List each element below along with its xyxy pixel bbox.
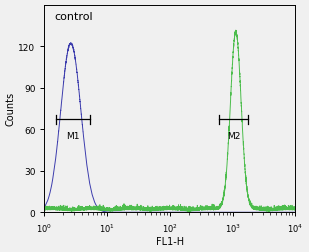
Y-axis label: Counts: Counts xyxy=(6,92,15,126)
Text: M1: M1 xyxy=(66,131,79,140)
Text: M2: M2 xyxy=(227,131,240,140)
X-axis label: FL1-H: FL1-H xyxy=(156,237,184,246)
Text: control: control xyxy=(54,12,93,22)
